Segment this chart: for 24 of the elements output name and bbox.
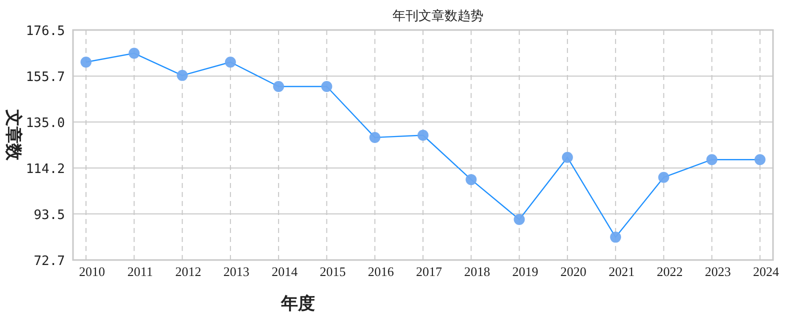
chart-title: 年刊文章数趋势 [392, 8, 484, 23]
y-axis-title: 文章数 [4, 108, 23, 162]
x-tick-label: 2017 [416, 264, 442, 279]
y-tick-label: 135.0 [26, 116, 65, 131]
x-tick-label: 2018 [464, 264, 490, 279]
x-tick-label: 2021 [608, 264, 635, 279]
x-tick-label: 2010 [79, 264, 105, 279]
y-tick-label: 114.2 [26, 162, 65, 178]
x-tick-label: 2019 [512, 264, 538, 279]
x-tick-label: 2014 [272, 264, 298, 279]
y-tick-label: 176.5 [26, 24, 65, 39]
y-tick-label: 93.5 [34, 208, 65, 223]
x-tick-label: 2023 [704, 264, 731, 279]
x-axis-title: 年度 [280, 294, 315, 313]
x-tick-label: 2024 [753, 264, 780, 279]
y-tick-label: 155.7 [26, 70, 65, 86]
x-tick-label: 2020 [560, 264, 586, 279]
x-tick-label: 2015 [320, 264, 346, 279]
x-tick-label: 2013 [223, 264, 250, 279]
x-tick-label: 2022 [656, 264, 683, 279]
x-tick-label: 2016 [368, 264, 394, 279]
x-tick-label: 2011 [127, 264, 153, 279]
y-tick-label: 72.7 [34, 254, 65, 269]
x-tick-label: 2012 [175, 264, 202, 279]
